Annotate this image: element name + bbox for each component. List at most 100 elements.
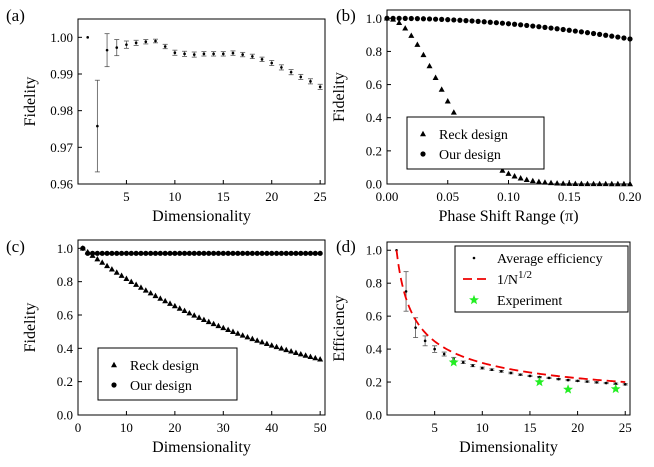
data-point <box>614 180 621 187</box>
data-point <box>317 250 323 256</box>
data-point <box>196 314 203 320</box>
panel-label: (a) <box>6 6 25 25</box>
data-point <box>278 250 285 256</box>
data-point <box>627 180 633 187</box>
y-tick-label: 0.6 <box>57 308 74 323</box>
data-point <box>303 250 309 256</box>
data-point <box>384 15 390 21</box>
data-point <box>270 61 274 65</box>
y-tick-label: 0.8 <box>366 44 382 59</box>
panel-label: (c) <box>6 237 25 256</box>
data-point <box>451 17 457 23</box>
data-point <box>181 307 188 314</box>
data-point <box>426 16 433 22</box>
data-point <box>318 85 322 89</box>
data-point <box>85 250 91 256</box>
data-point <box>433 16 439 22</box>
data-point <box>167 300 174 306</box>
x-tick-label: 50 <box>314 420 327 435</box>
y-tick-label: 0.98 <box>50 103 73 118</box>
data-point <box>118 250 125 256</box>
data-point <box>603 32 609 38</box>
data-point <box>572 28 578 34</box>
data-point <box>524 22 530 29</box>
x-tick-label: 0.15 <box>558 189 581 204</box>
data-point <box>183 52 186 56</box>
data-point <box>144 40 148 44</box>
data-point <box>104 250 110 256</box>
data-point <box>426 62 433 69</box>
x-tick-label: 0.10 <box>497 189 520 204</box>
data-point <box>215 250 222 256</box>
data-point <box>302 352 309 358</box>
data-point <box>202 52 206 56</box>
data-point <box>260 58 264 61</box>
data-point <box>297 350 304 357</box>
data-point <box>99 250 105 256</box>
data-point <box>259 339 266 345</box>
data-point <box>229 328 236 334</box>
data-point <box>432 74 439 80</box>
data-point <box>201 250 207 256</box>
plot-frame <box>386 241 631 416</box>
data-point <box>288 348 295 354</box>
data-point <box>200 316 207 322</box>
data-point <box>289 70 293 74</box>
data-point <box>113 269 120 275</box>
data-point <box>534 376 545 387</box>
data-point <box>186 250 192 256</box>
data-point <box>298 250 304 256</box>
data-point <box>123 275 130 281</box>
data-point <box>268 342 275 348</box>
data-point <box>142 287 149 293</box>
data-point <box>620 180 627 187</box>
data-point <box>463 18 469 24</box>
data-point <box>578 180 585 187</box>
y-tick-label: 0.4 <box>57 341 74 356</box>
panel-c: (c) 0 10 20 30 40 50 0.0 0.2 0.4 0.6 0.8 1.0 Dimensio… <box>6 237 327 456</box>
data-point <box>597 31 603 37</box>
data-point <box>283 250 289 256</box>
data-point <box>505 170 512 176</box>
data-point <box>273 343 280 350</box>
data-point <box>96 124 99 128</box>
data-point <box>241 53 244 56</box>
data-point <box>610 383 621 394</box>
data-point <box>499 167 506 173</box>
data-point <box>251 55 254 58</box>
data-point <box>511 173 518 179</box>
data-point <box>171 302 178 309</box>
y-tick-label: 0.99 <box>50 67 73 82</box>
data-point <box>137 284 144 290</box>
data-point <box>414 326 417 329</box>
data-point <box>240 250 246 256</box>
data-point <box>519 373 522 376</box>
y-tick-label: 0.4 <box>366 342 383 357</box>
data-point <box>461 360 465 364</box>
data-point <box>89 250 96 256</box>
x-tick-label: 10 <box>168 189 181 204</box>
legend-label: 1/N1/2 <box>497 269 532 288</box>
y-tick-label: 1.0 <box>366 11 382 26</box>
y-tick-label: 1.00 <box>50 30 73 45</box>
data-point <box>438 86 445 92</box>
data-point <box>225 250 231 256</box>
data-point <box>584 30 591 36</box>
data-point <box>206 250 212 256</box>
data-point <box>396 19 403 26</box>
legend-label: Reck design <box>439 128 508 143</box>
data-point <box>212 52 215 56</box>
y-axis-label: Efficiency <box>331 295 348 361</box>
data-point <box>293 250 299 256</box>
legend-label: Reck design <box>130 359 199 374</box>
data-point <box>196 250 202 256</box>
legend-label: Our design <box>439 148 501 163</box>
data-point <box>528 374 532 378</box>
data-point <box>114 250 120 256</box>
data-point <box>602 180 609 187</box>
y-axis-label: Fidelity <box>22 303 39 353</box>
data-point <box>595 381 598 384</box>
data-point <box>590 180 597 187</box>
data-point <box>191 312 198 318</box>
x-tick-label: 25 <box>314 189 327 204</box>
